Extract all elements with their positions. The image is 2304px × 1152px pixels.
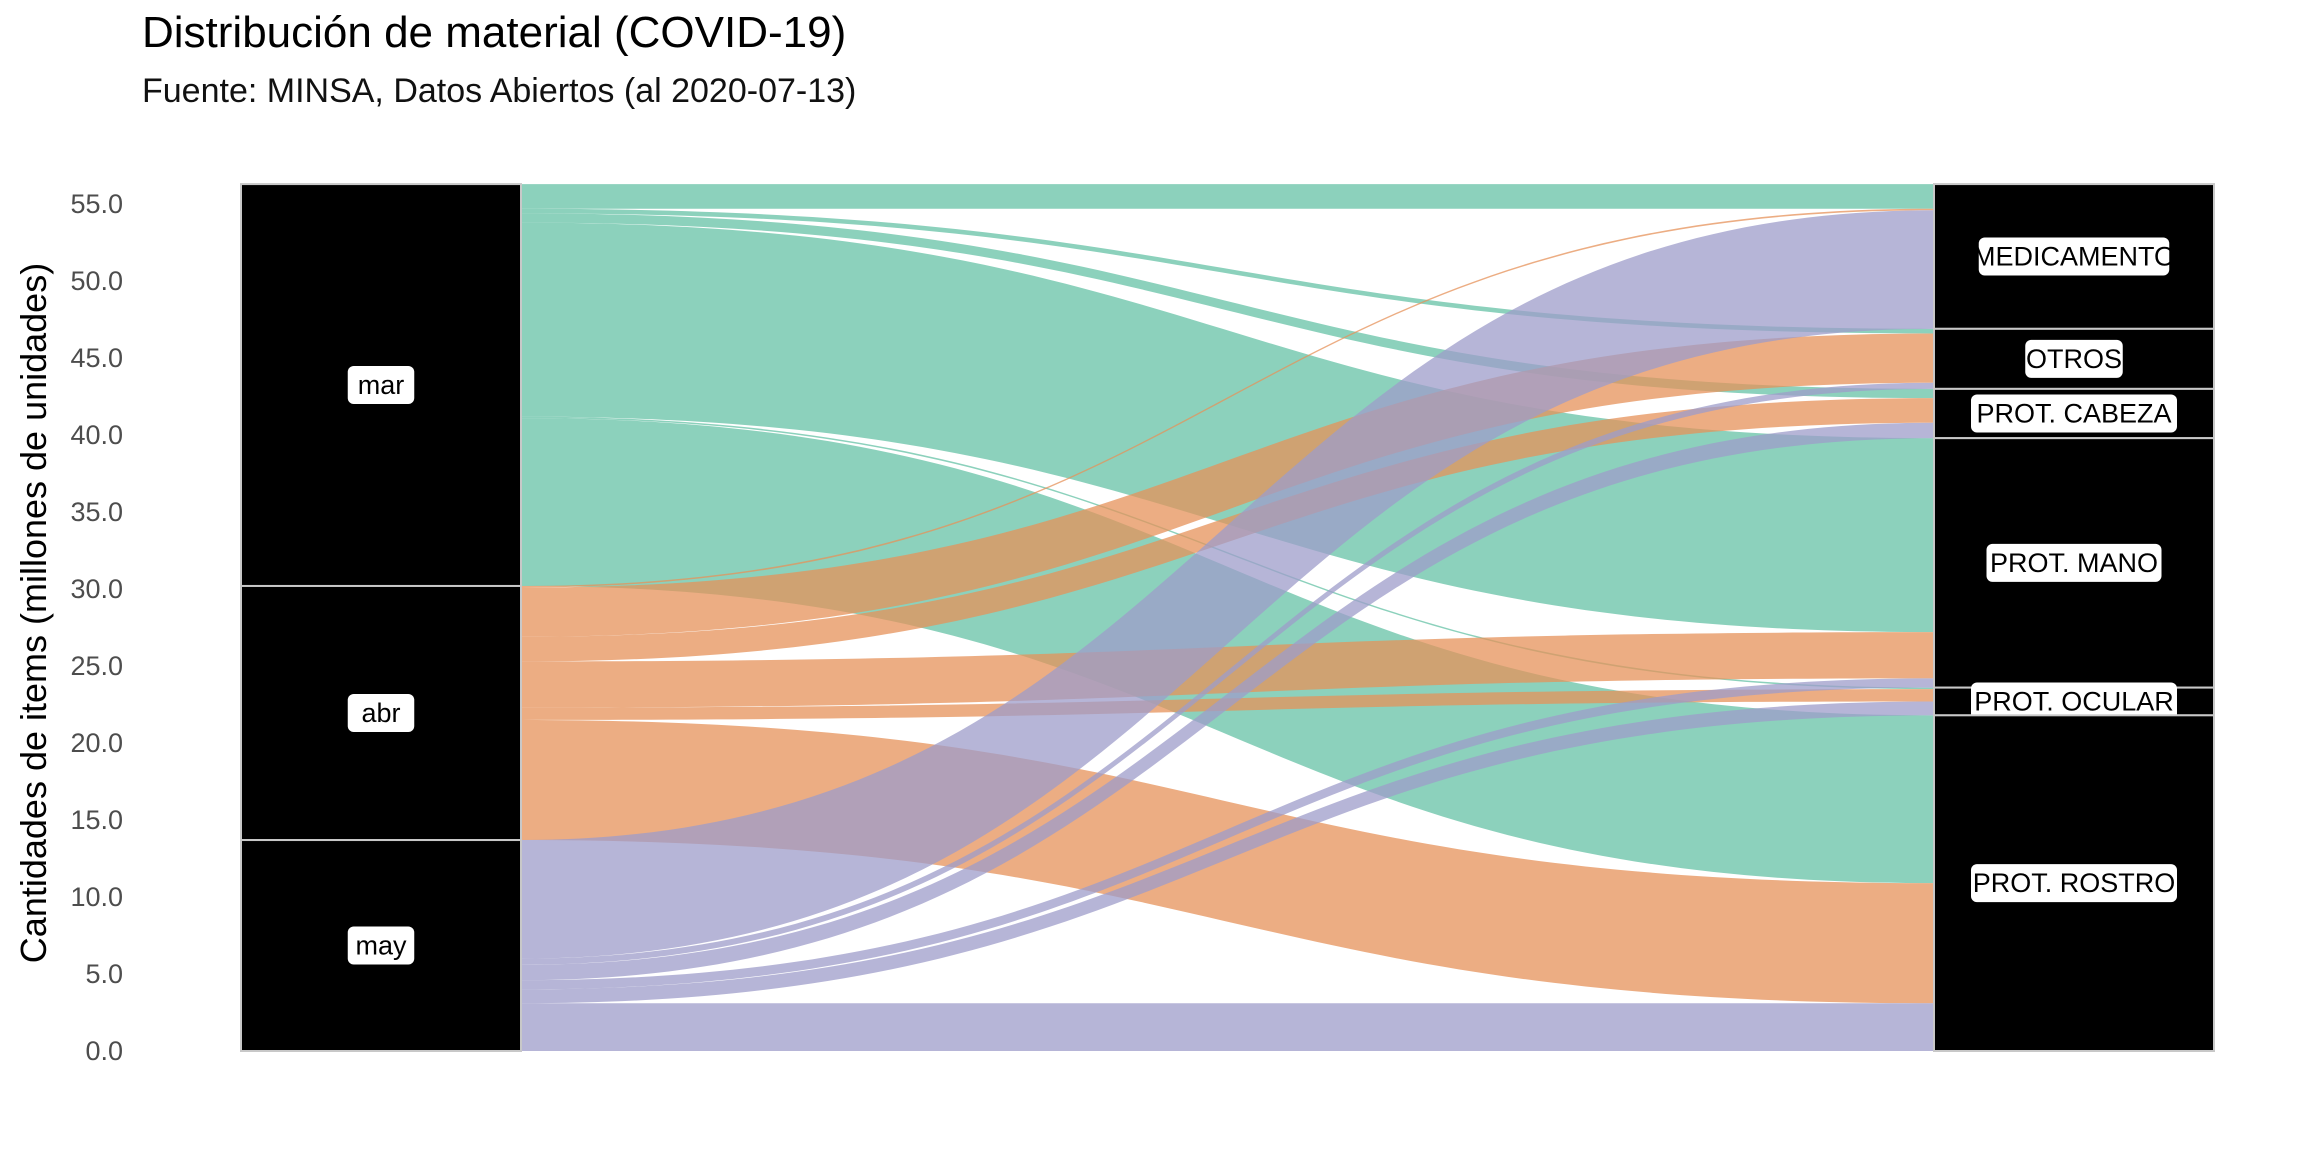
stratum-label-text-mar: mar (358, 370, 405, 400)
y-tick-label: 30.0 (70, 574, 123, 604)
stratum-label-text-medicamento: MEDICAMENTO (1973, 241, 2175, 271)
y-tick-label: 25.0 (70, 651, 123, 681)
stratum-label-prot-rostro: PROT. ROSTRO (1971, 864, 2177, 903)
stratum-label-mar: mar (347, 366, 415, 405)
y-tick-label: 20.0 (70, 728, 123, 758)
stratum-label-otros: OTROS (2025, 339, 2123, 378)
chart-title: Distribución de material (COVID-19) (142, 8, 847, 57)
stratum-label-prot-cabeza: PROT. CABEZA (1971, 394, 2177, 433)
flow-mar-prot-cabeza (521, 213, 1934, 399)
flow-may-prot-mano (521, 678, 1934, 990)
stratum-label-box-may (347, 926, 415, 965)
stratum-label-box-prot-mano (1986, 543, 2162, 582)
stratum-label-box-mar (347, 366, 415, 405)
stratum-label-medicamento: MEDICAMENTO (1973, 237, 2175, 276)
y-axis: 0.0 5.0 10.0 15.0 20.0 25.0 30.0 35.0 40.0 45.0 50… (70, 189, 123, 1066)
y-tick-label: 10.0 (70, 882, 123, 912)
stratum-label-text-prot-mano: PROT. MANO (1990, 548, 2158, 578)
stratum-label-prot-mano: PROT. MANO (1986, 543, 2162, 582)
strata-layer: mar abr may MEDICAMENTO OTROS PROT. CABEZA PRO… (240, 183, 2215, 1053)
y-tick-label: 55.0 (70, 189, 123, 219)
stratum-label-box-prot-rostro (1971, 864, 2177, 903)
stratum-label-box-otros (2025, 339, 2123, 378)
stratum-label-box-prot-ocular (1971, 682, 2177, 721)
stratum-label-abr: abr (347, 694, 415, 733)
y-tick-label: 40.0 (70, 420, 123, 450)
y-tick-label: 5.0 (85, 959, 123, 989)
stratum-label-text-prot-ocular: PROT. OCULAR (1974, 686, 2174, 716)
flow-abr-prot-mano (521, 632, 1934, 708)
flow-may-otros (521, 382, 1934, 965)
flow-may-prot-cabeza (521, 422, 1934, 981)
stratum-label-text-abr: abr (361, 698, 400, 728)
y-tick-label: 35.0 (70, 497, 123, 527)
stratum-label-box-medicamento (1978, 237, 2170, 276)
flow-mar-medicamento (521, 184, 1934, 209)
stratum-label-box-prot-cabeza (1971, 394, 2177, 433)
flow-may-prot-ocular (521, 701, 1934, 1004)
flow-mar-prot-mano (521, 222, 1934, 633)
stratum-label-may: may (347, 926, 415, 965)
stratum-label-text-prot-rostro: PROT. ROSTRO (1973, 868, 2176, 898)
flow-abr-otros (521, 333, 1934, 637)
stratum-label-text-may: may (355, 931, 407, 961)
flow-mar-otros (521, 208, 1934, 334)
y-tick-label: 15.0 (70, 805, 123, 835)
flow-abr-medicamento (521, 208, 1934, 588)
stratum-label-text-otros: OTROS (2026, 344, 2122, 374)
stratum-label-text-prot-cabeza: PROT. CABEZA (1976, 399, 2171, 429)
stratum-label-box-abr (347, 694, 415, 733)
y-tick-label: 50.0 (70, 266, 123, 296)
y-axis-title: Cantidades de items (millones de unidade… (13, 263, 54, 963)
y-tick-label: 0.0 (85, 1036, 123, 1066)
flow-may-medicamento (521, 210, 1934, 959)
chart-subtitle: Fuente: MINSA, Datos Abiertos (al 2020-0… (142, 72, 857, 110)
flows-layer (521, 184, 1934, 1051)
y-tick-label: 45.0 (70, 343, 123, 373)
flow-may-prot-rostro (521, 1003, 1934, 1051)
stratum-label-prot-ocular: PROT. OCULAR (1971, 682, 2177, 721)
